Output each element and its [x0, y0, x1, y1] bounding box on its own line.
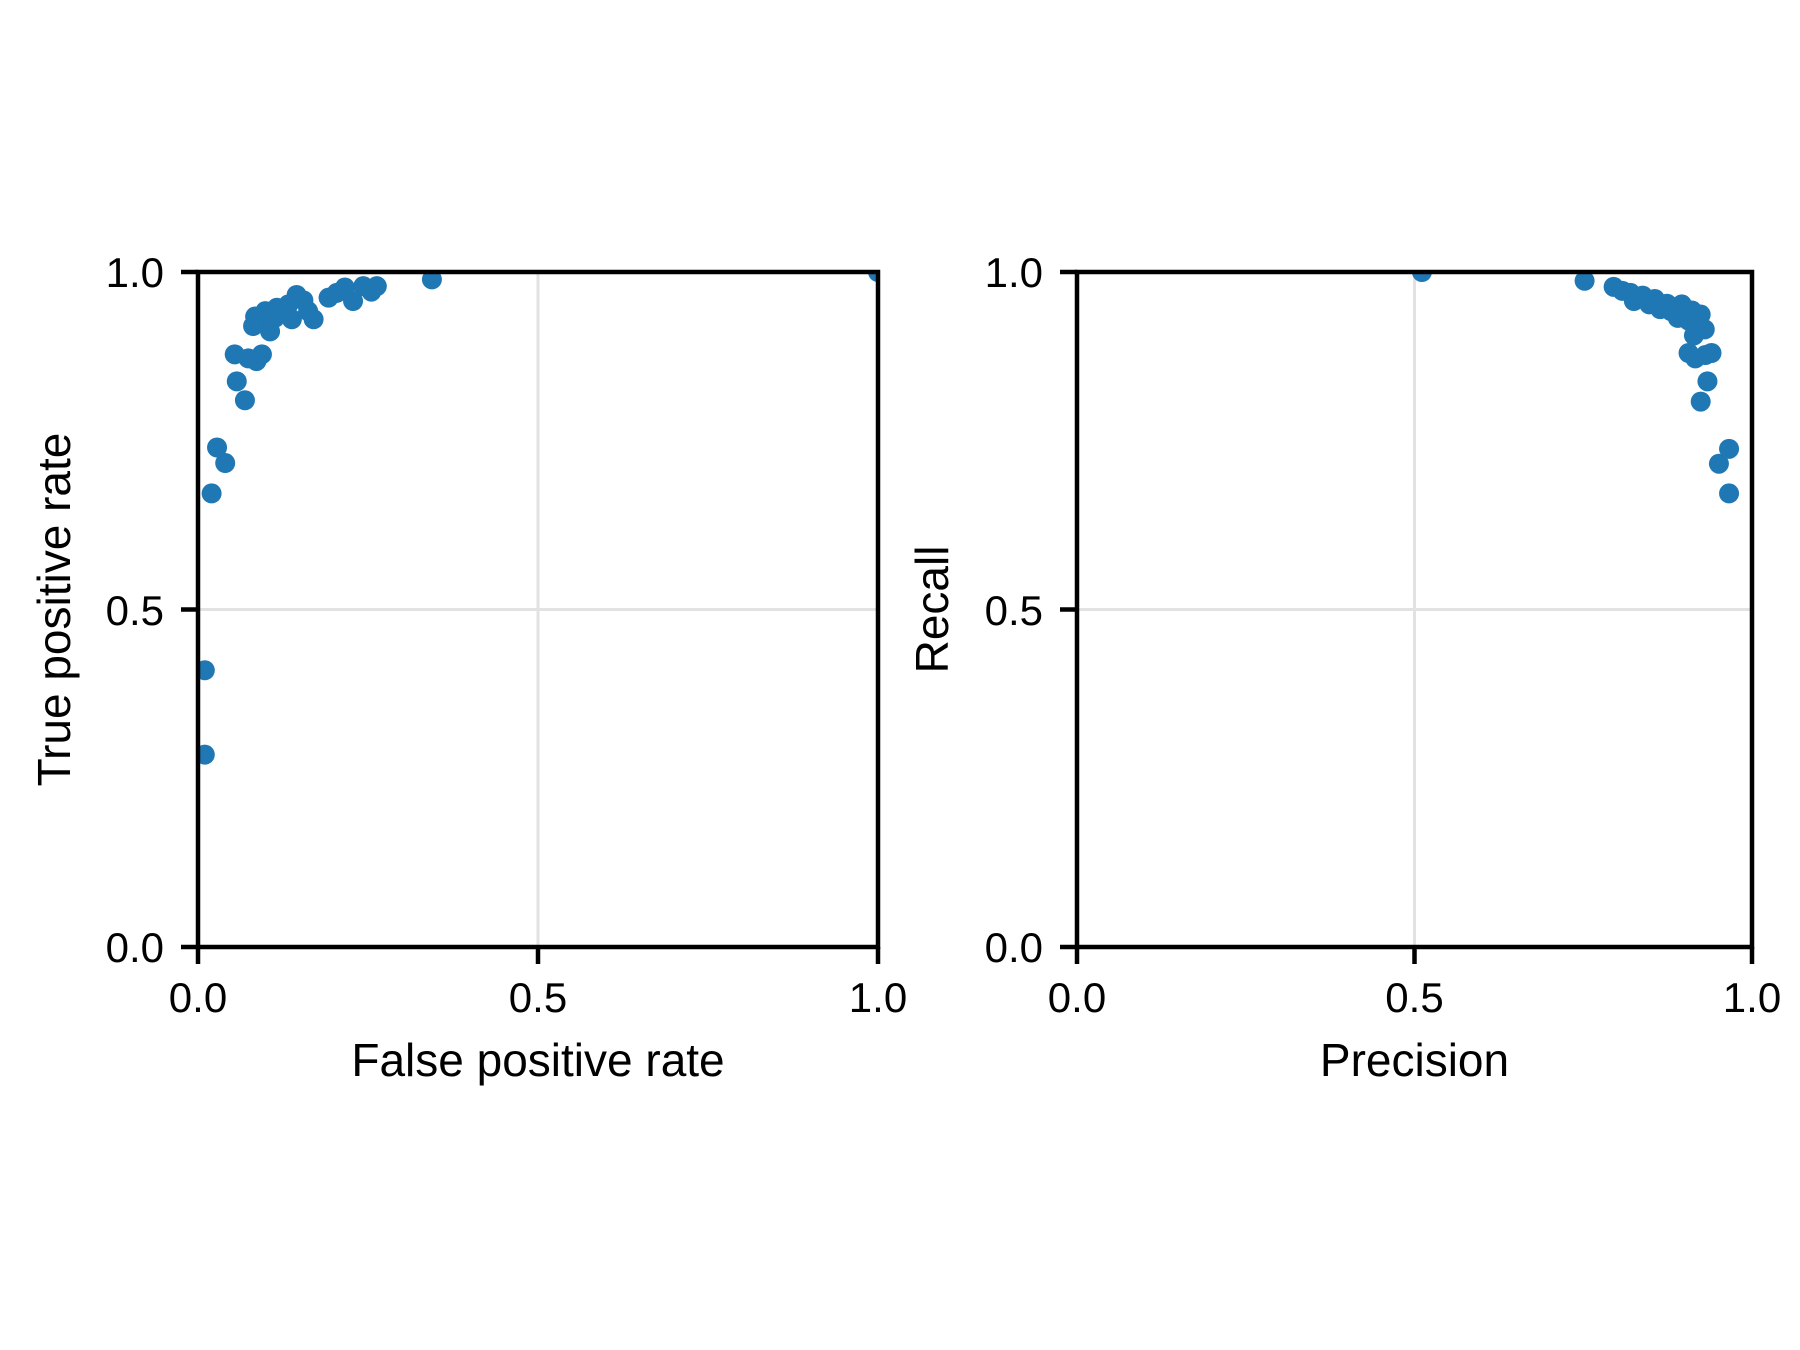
roc-x-tick-1: 0.5 [509, 974, 567, 1021]
data-point [234, 390, 255, 411]
data-point [198, 660, 215, 681]
data-point [1719, 438, 1740, 459]
data-point [421, 272, 442, 290]
pr-x-tick-2: 1.0 [1723, 974, 1781, 1021]
roc-y-tick-1: 0.5 [106, 587, 164, 634]
data-point [868, 272, 878, 282]
data-point [1701, 343, 1722, 363]
roc-plot [181, 269, 881, 964]
data-point [1411, 272, 1432, 282]
pr-x-tick-0: 0.0 [1048, 974, 1106, 1021]
pr-plot [1060, 269, 1755, 964]
data-point [201, 483, 222, 504]
data-point [1694, 319, 1715, 340]
roc-scatter-points [198, 272, 878, 765]
data-point [353, 276, 374, 297]
data-point [1697, 371, 1718, 392]
data-point [243, 316, 264, 336]
data-point [226, 371, 247, 392]
data-point [1690, 391, 1711, 412]
data-point [1574, 272, 1595, 291]
roc-xlabel: False positive rate [351, 1034, 724, 1086]
data-point [1719, 483, 1740, 504]
roc-x-tick-2: 1.0 [849, 974, 907, 1021]
precision-recall-scatter-points [1411, 272, 1740, 504]
data-point [1708, 453, 1729, 474]
pr-y-tick-1: 0.5 [985, 587, 1043, 634]
roc-ylabel: True positive rate [28, 433, 80, 787]
pr-ylabel: Recall [906, 546, 958, 674]
pr-x-tick-1: 0.5 [1385, 974, 1443, 1021]
roc-y-tick-2: 1.0 [106, 249, 164, 296]
data-point [215, 453, 236, 474]
data-point [207, 437, 228, 458]
pr-xlabel: Precision [1320, 1034, 1509, 1086]
data-point [224, 344, 245, 365]
pr-y-tick-2: 1.0 [985, 249, 1043, 296]
roc-x-tick-0: 0.0 [169, 974, 227, 1021]
data-point [198, 744, 215, 765]
pr-y-tick-0: 0.0 [985, 924, 1043, 971]
roc-y-tick-0: 0.0 [106, 924, 164, 971]
data-point [318, 287, 339, 308]
